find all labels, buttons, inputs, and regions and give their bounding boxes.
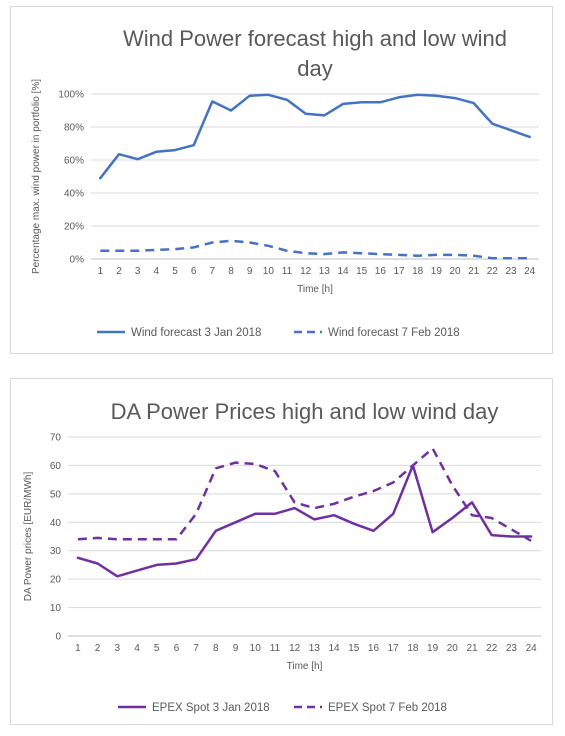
y-tick-label: 20 [50,575,62,586]
x-tick-label: 9 [233,643,239,654]
x-tick-label: 16 [375,266,387,277]
x-tick-label: 21 [466,643,478,654]
x-tick-label: 5 [154,643,160,654]
x-tick-label: 5 [172,266,178,277]
x-tick-label: 19 [431,266,443,277]
series-line-1 [99,93,531,180]
x-tick-label: 17 [388,643,400,654]
x-tick-label: 11 [270,643,281,654]
x-tick-label: 7 [193,643,199,654]
legend-label-2: Wind forecast 7 Feb 2018 [328,327,460,339]
x-tick-label: 16 [368,643,380,654]
x-tick-label: 24 [526,643,538,654]
x-axis-title: Time [h] [297,284,333,295]
x-tick-label: 22 [487,266,499,277]
x-tick-label: 3 [135,266,141,277]
x-tick-label: 23 [505,266,517,277]
y-tick-label: 0 [55,632,61,643]
y-tick-label: 80% [64,123,84,134]
da-prices-chart: DA Power Prices high and low wind day 0 10… [10,378,553,725]
x-tick-label: 17 [393,266,405,277]
y-tick-label: 50 [50,489,62,500]
series-line-2 [77,447,532,542]
x-tick-label: 15 [348,643,360,654]
y-tick-label: 20% [64,222,84,233]
x-tick-label: 13 [309,643,321,654]
y-tick-label: 60% [64,156,84,167]
x-tick-label: 12 [300,266,312,277]
x-tick-label: 2 [95,643,101,654]
x-tick-label: 12 [289,643,301,654]
chart-title: DA Power Prices high and low wind day [111,399,499,424]
x-tick-label: 10 [250,643,262,654]
x-tick-label: 18 [407,643,419,654]
chart-title: Wind Power forecast high and low wind [123,26,507,51]
y-tick-label: 70 [50,433,62,444]
x-tick-label: 22 [486,643,498,654]
legend-label-1: Wind forecast 3 Jan 2018 [131,327,261,339]
y-tick-label: 100% [58,90,84,101]
x-tick-label: 19 [427,643,439,654]
y-axis-title: Percentage max. wind power in portfolio … [31,79,42,274]
x-axis-title: Time [h] [287,661,323,672]
wind-forecast-chart-svg: Wind Power forecast high and low wind day… [31,26,539,339]
y-tick-label: 40 [50,518,62,529]
series-line-1 [76,464,533,578]
legend-label-1: EPEX Spot 3 Jan 2018 [152,702,270,714]
x-tick-label: 14 [329,643,341,654]
x-tick-label: 23 [506,643,518,654]
x-tick-label: 18 [412,266,424,277]
x-tick-label: 20 [447,643,459,654]
x-tick-label: 14 [337,266,349,277]
x-tick-label: 4 [154,266,160,277]
x-tick-label: 11 [282,266,293,277]
x-tick-label: 21 [468,266,480,277]
x-tick-label: 20 [449,266,461,277]
x-tick-label: 8 [228,266,234,277]
x-tick-label: 10 [263,266,275,277]
x-tick-label: 3 [114,643,120,654]
y-tick-label: 60 [50,461,62,472]
wind-forecast-chart: Wind Power forecast high and low wind day… [10,6,553,354]
series-line-2 [100,239,530,260]
x-tick-label: 9 [247,266,253,277]
y-tick-label: 30 [50,546,62,557]
x-tick-label: 6 [191,266,197,277]
y-tick-label: 40% [64,189,84,200]
x-tick-label: 1 [98,266,104,277]
x-tick-label: 7 [210,266,216,277]
x-tick-label: 2 [116,266,122,277]
x-tick-label: 24 [524,266,536,277]
legend-label-2: EPEX Spot 7 Feb 2018 [328,702,447,714]
y-tick-label: 10 [50,603,62,614]
da-prices-chart-svg: DA Power Prices high and low wind day 0 10… [23,399,541,714]
x-tick-label: 8 [213,643,219,654]
x-tick-label: 1 [75,643,81,654]
y-tick-label: 0% [70,255,85,266]
x-tick-label: 15 [356,266,368,277]
x-tick-label: 4 [134,643,140,654]
y-axis-title: DA Power prices [EUR/MWh] [23,472,34,602]
chart-title: day [297,56,332,81]
x-tick-label: 13 [319,266,331,277]
x-tick-label: 6 [174,643,180,654]
